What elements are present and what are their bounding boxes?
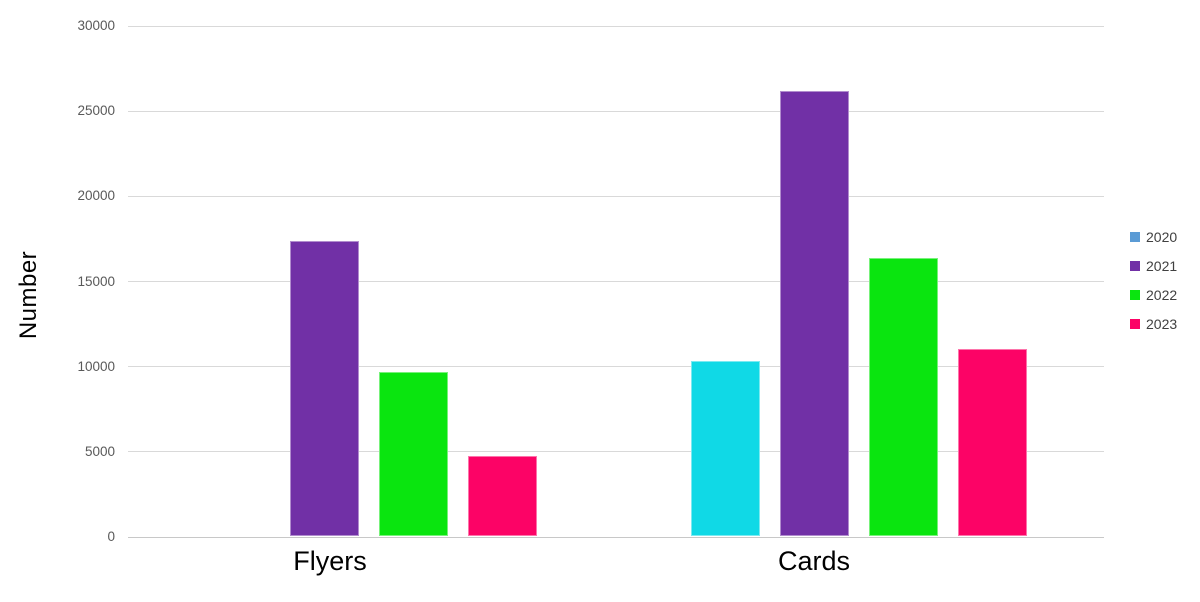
legend: 2020 2021 2022 2023	[1130, 228, 1177, 344]
bar-2022-flyers	[379, 372, 448, 536]
bar-2021-flyers	[290, 241, 359, 536]
legend-label-2023: 2023	[1146, 316, 1178, 332]
gridline-20000	[128, 195, 1104, 197]
y-tick-label-25000: 25000	[77, 103, 115, 119]
legend-swatch-2021	[1130, 261, 1140, 271]
legend-label-2020: 2020	[1146, 229, 1178, 245]
gridline-10000	[128, 366, 1104, 368]
y-tick-label-15000: 15000	[77, 273, 115, 289]
bar-2020-cards	[691, 360, 760, 536]
y-tick-label-20000: 20000	[77, 188, 115, 204]
plot-area	[128, 25, 1104, 538]
bar-2022-cards	[869, 258, 938, 536]
y-tick-label-0: 0	[107, 529, 115, 544]
legend-item-2022: 2022	[1130, 286, 1177, 304]
gridline-30000	[128, 25, 1104, 27]
y-tick-label-10000: 10000	[77, 358, 115, 374]
y-axis-title: Number	[15, 250, 42, 340]
legend-swatch-2022	[1130, 290, 1140, 300]
y-tick-label-5000: 5000	[84, 443, 115, 459]
gridline-15000	[128, 281, 1104, 282]
legend-swatch-2020	[1130, 232, 1140, 242]
legend-label-2022: 2022	[1146, 287, 1178, 303]
legend-item-2021: 2021	[1130, 257, 1177, 275]
legend-swatch-2023	[1130, 319, 1140, 329]
bar-2023-flyers	[468, 455, 537, 536]
category-label-flyers: Flyers	[293, 546, 367, 576]
legend-label-2021: 2021	[1146, 258, 1178, 274]
gridline-25000	[128, 110, 1104, 112]
bar-2021-cards	[780, 91, 849, 536]
y-tick-label-30000: 30000	[77, 18, 115, 33]
legend-item-2023: 2023	[1130, 315, 1177, 333]
legend-item-2020: 2020	[1130, 228, 1177, 246]
bar-2023-cards	[958, 348, 1027, 536]
category-label-cards: Cards	[777, 546, 851, 576]
x-axis-line	[128, 536, 1104, 538]
gridline-5000	[128, 451, 1104, 453]
